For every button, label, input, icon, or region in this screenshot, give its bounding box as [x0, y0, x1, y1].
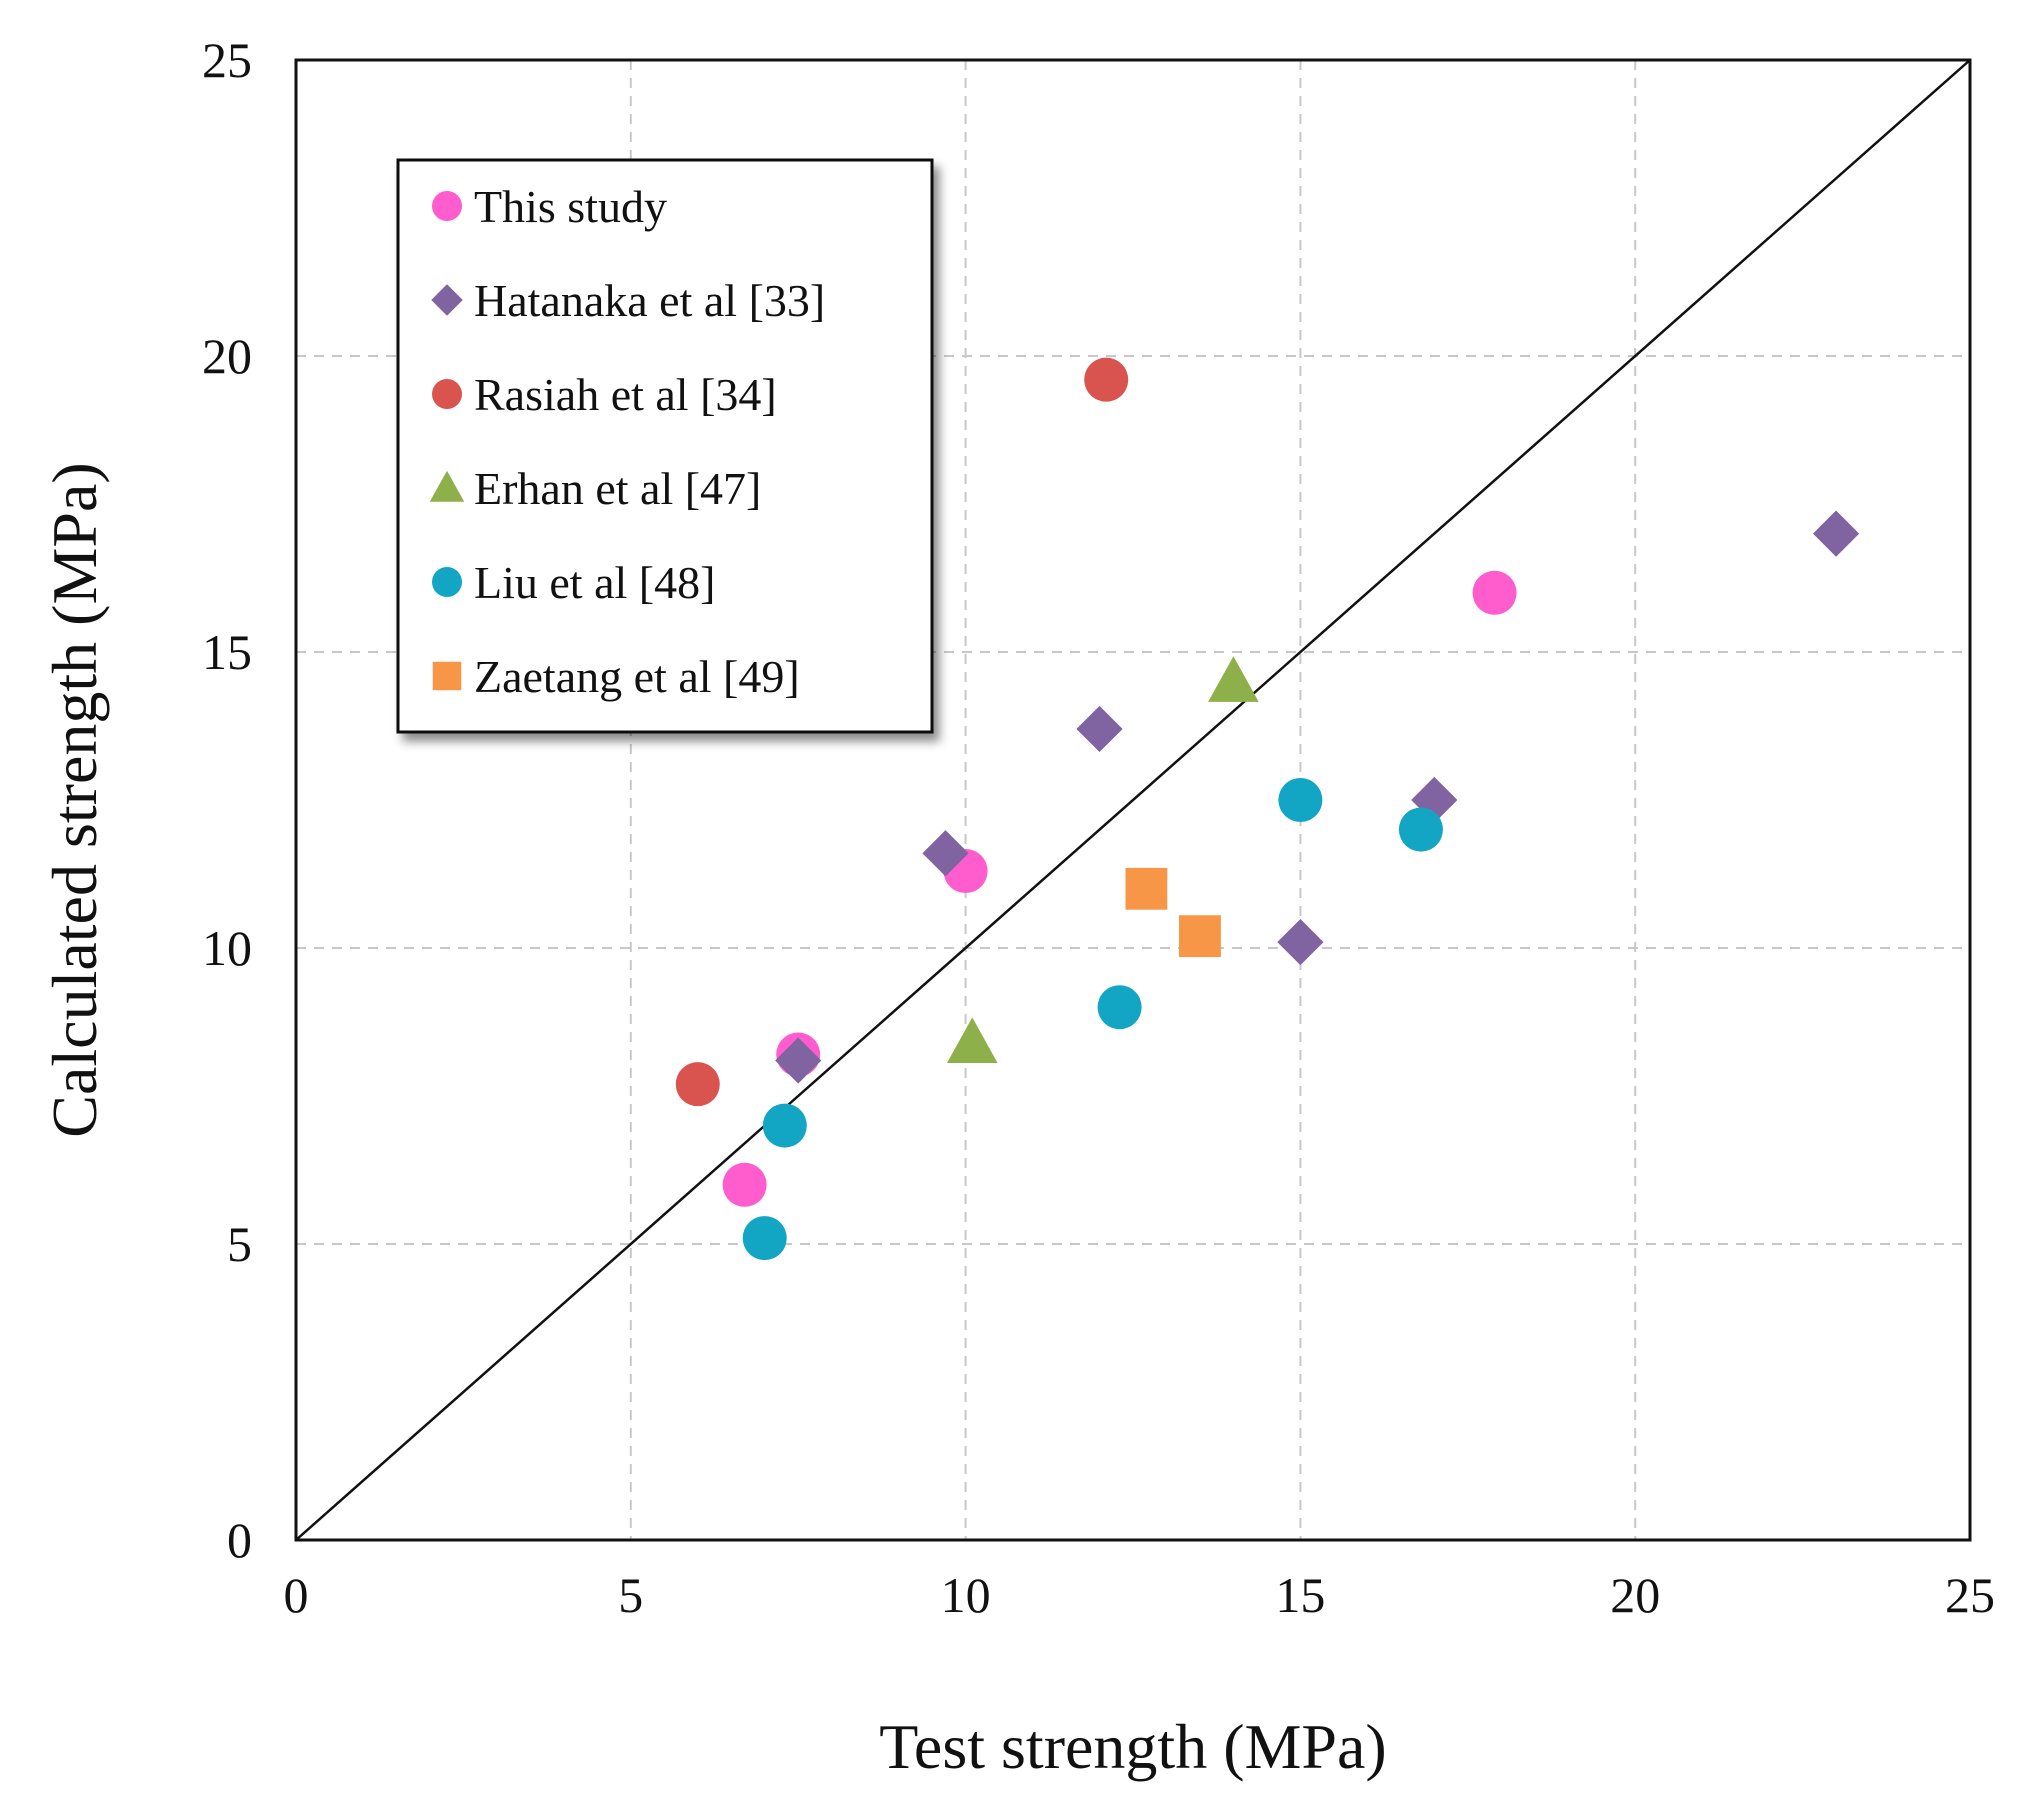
axis-ticks: 0 5 10 15 20 25 0 5 10 15 20 25	[202, 32, 1995, 1623]
x-tick-label: 15	[1275, 1567, 1325, 1623]
point-liu-et-al-48	[1278, 778, 1323, 822]
legend-label: Hatanaka et al [33]	[474, 275, 825, 326]
point-erhan-et-al-47	[946, 1017, 998, 1063]
point-liu-et-al-48	[742, 1216, 787, 1261]
y-tick-label: 10	[202, 920, 252, 976]
y-tick-label: 5	[227, 1216, 252, 1272]
legend-label: Zaetang et al [49]	[474, 651, 800, 702]
legend: This study Hatanaka et al [33] Rasiah et a…	[396, 158, 934, 734]
legend-marker-rasiah-et-al-34	[432, 379, 462, 409]
point-rasiah-et-al-34	[675, 1062, 720, 1107]
point-liu-et-al-48	[1097, 985, 1142, 1030]
legend-marker-liu-et-al-48	[432, 567, 462, 597]
y-tick-label: 20	[202, 328, 252, 384]
grid-lines	[296, 60, 1970, 1540]
point-liu-et-al-48	[1398, 807, 1443, 852]
legend-box	[396, 158, 934, 734]
x-axis-label: Test strength (MPa)	[879, 1711, 1386, 1782]
y-axis-label: Calculated strength (MPa)	[39, 462, 110, 1137]
point-hatanaka-et-al-33	[922, 830, 969, 877]
y-tick-label: 15	[202, 624, 252, 680]
point-hatanaka-et-al-33	[1277, 918, 1324, 966]
point-this-study	[722, 1162, 767, 1207]
plot-area-frame	[294, 58, 1972, 1542]
x-tick-label: 20	[1610, 1567, 1660, 1623]
point-hatanaka-et-al-33	[1076, 705, 1123, 753]
legend-label: Erhan et al [47]	[474, 463, 761, 514]
point-zaetang-et-al-49	[1125, 867, 1168, 910]
x-tick-label: 10	[941, 1567, 991, 1623]
x-tick-label: 25	[1945, 1567, 1995, 1623]
point-rasiah-et-al-34	[1084, 357, 1129, 402]
y-tick-label: 0	[227, 1512, 252, 1568]
data-points	[675, 357, 1860, 1261]
legend-label: Rasiah et al [34]	[474, 369, 777, 420]
legend-marker-this-study	[432, 191, 462, 221]
reference-line-y-equals-x	[295, 59, 1971, 1541]
legend-marker-erhan-et-al-47	[429, 470, 465, 502]
legend-label: Liu et al [48]	[474, 557, 715, 608]
x-tick-label: 5	[618, 1567, 643, 1623]
point-hatanaka-et-al-33	[775, 1037, 822, 1084]
legend-label: This study	[474, 181, 667, 232]
legend-marker-hatanaka-et-al-33	[431, 284, 463, 316]
point-erhan-et-al-47	[1208, 656, 1259, 702]
y-tick-label: 25	[202, 32, 252, 88]
point-this-study	[1472, 570, 1517, 615]
point-liu-et-al-48	[762, 1103, 807, 1148]
x-tick-label: 0	[284, 1567, 309, 1623]
point-hatanaka-et-al-33	[1812, 510, 1860, 557]
legend-marker-zaetang-et-al-49	[432, 661, 462, 691]
point-zaetang-et-al-49	[1179, 915, 1221, 958]
